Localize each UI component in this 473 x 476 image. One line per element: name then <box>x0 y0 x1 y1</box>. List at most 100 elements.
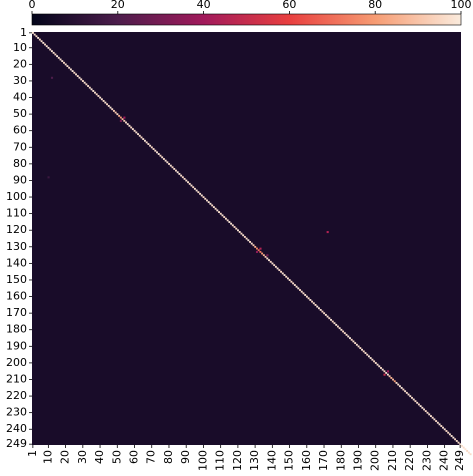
diagonal-cell <box>257 249 260 252</box>
diagonal-cell <box>405 391 408 394</box>
diagonal-cell <box>157 153 160 155</box>
diagonal-cell <box>302 292 305 295</box>
diagonal-cell <box>404 390 407 393</box>
x-tick-label: 240 <box>438 450 451 471</box>
y-tick-label: 130 <box>6 240 27 253</box>
diagonal-cell <box>300 290 303 293</box>
diagonal-cell <box>331 320 334 323</box>
diagonal-cell <box>230 222 233 225</box>
diagonal-cell <box>147 143 150 145</box>
diagonal-cell <box>373 360 376 363</box>
diagonal-cell <box>212 206 215 209</box>
diagonal-cell <box>414 400 417 403</box>
diagonal-cell <box>357 345 360 348</box>
diagonal-cell <box>328 317 331 320</box>
diagonal-cell <box>421 406 424 409</box>
diagonal-cell <box>193 187 196 190</box>
diagonal-cell <box>73 71 76 74</box>
diagonal-cell <box>374 362 377 364</box>
x-tick-label: 10 <box>41 450 54 464</box>
diagonal-cell <box>266 257 269 260</box>
diagonal-cell <box>395 381 398 384</box>
diagonal-cell <box>106 103 109 106</box>
diagonal-cell <box>367 355 370 358</box>
colorbar-tick-label: 80 <box>368 0 382 11</box>
diagonal-cell <box>361 348 363 351</box>
x-tick-label: 90 <box>179 450 192 464</box>
diagonal-cell <box>428 413 431 416</box>
diagonal-cell <box>467 451 470 454</box>
diagonal-cell <box>433 418 436 421</box>
y-tick-label: 100 <box>6 190 27 203</box>
x-tick-label: 40 <box>93 450 106 464</box>
diagonal-cell <box>159 154 162 157</box>
diagonal-cell <box>207 201 210 204</box>
diagonal-cell <box>45 45 48 48</box>
diagonal-cell <box>116 113 119 116</box>
diagonal-cell <box>221 214 224 217</box>
diagonal-cell <box>457 441 460 444</box>
diagonal-cell <box>40 40 43 43</box>
diagonal-cell <box>355 343 358 346</box>
y-tick-label: 80 <box>13 157 27 170</box>
diagonal-cell <box>107 104 110 107</box>
diagonal-cell <box>187 181 189 184</box>
x-tick-label: 220 <box>403 450 416 471</box>
diagonal-cell <box>54 53 57 56</box>
diagonal-cell <box>273 264 276 267</box>
y-tick-label: 60 <box>13 124 27 137</box>
diagonal-cell <box>190 184 193 187</box>
diagonal-cell <box>398 385 401 388</box>
diagonal-cell <box>438 423 441 426</box>
diagonal-cell <box>140 136 143 139</box>
diagonal-cell <box>44 43 46 46</box>
cell <box>47 176 50 179</box>
diagonal-cell <box>37 36 40 39</box>
y-tick-label: 140 <box>6 256 27 269</box>
diagonal-cell <box>199 192 202 195</box>
diagonal-cell <box>200 194 203 197</box>
diagonal-cell <box>52 51 55 54</box>
diagonal-cell <box>412 398 415 401</box>
diagonal-cell <box>349 337 351 340</box>
diagonal-cell <box>128 124 131 127</box>
diagonal-cell <box>185 179 188 182</box>
cell <box>266 254 269 257</box>
diagonal-cell <box>285 275 288 278</box>
y-tick-label: 120 <box>6 223 27 236</box>
diagonal-cell <box>271 262 274 265</box>
diagonal-cell <box>197 191 200 194</box>
diagonal-cell <box>316 305 319 308</box>
diagonal-cell <box>262 254 265 257</box>
diagonal-cell <box>228 221 231 223</box>
diagonal-cell <box>168 163 171 165</box>
diagonal-cell <box>309 299 312 301</box>
diagonal-cell <box>164 159 167 162</box>
y-tick-label: 249 <box>6 437 27 450</box>
diagonal-cell <box>448 433 451 436</box>
diagonal-cell <box>154 149 157 152</box>
diagonal-cell <box>161 156 164 159</box>
diagonal-cell <box>183 177 186 180</box>
diagonal-cell <box>280 270 283 273</box>
diagonal-cell <box>90 88 93 91</box>
diagonal-cell <box>452 436 455 439</box>
diagonal-cell <box>49 48 52 51</box>
diagonal-cell <box>242 234 245 237</box>
diagonal-cell <box>295 285 298 288</box>
diagonal-cell <box>109 106 112 109</box>
diagonal-cell <box>330 318 332 321</box>
diagonal-cell <box>162 158 165 160</box>
y-tick-label: 170 <box>6 306 27 319</box>
y-tick-label: 40 <box>13 91 27 104</box>
diagonal-cell <box>333 322 336 325</box>
y-tick-label: 190 <box>6 339 27 352</box>
colorbar-tick-label: 20 <box>111 0 125 11</box>
diagonal-cell <box>305 295 308 298</box>
x-tick-label: 190 <box>351 450 364 471</box>
diagonal-cell <box>178 172 181 175</box>
diagonal-cell <box>99 96 102 99</box>
diagonal-cell <box>343 332 346 335</box>
diagonal-cell <box>125 121 127 124</box>
diagonal-cell <box>411 396 413 399</box>
